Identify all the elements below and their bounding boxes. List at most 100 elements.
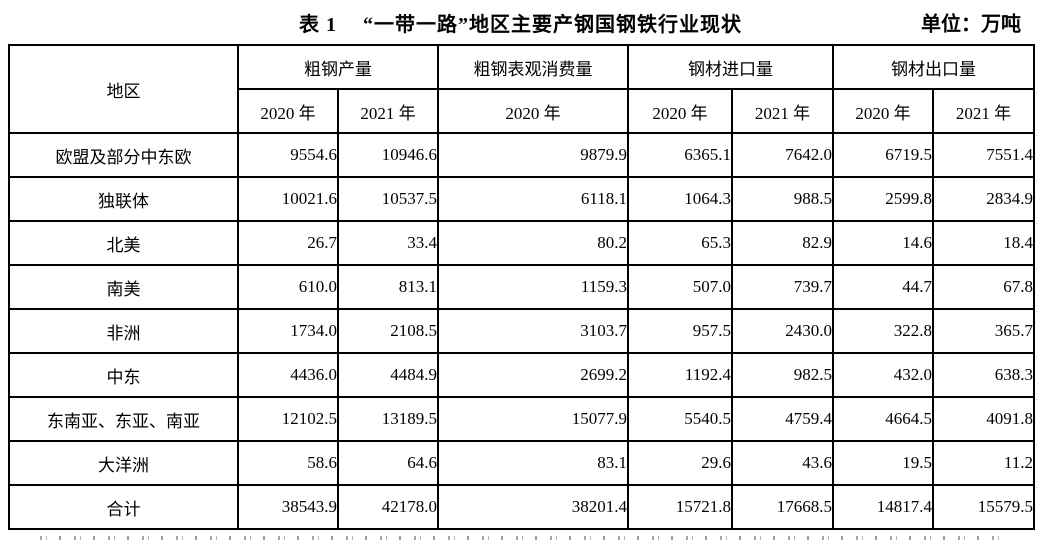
value-cell: 17668.5: [731, 484, 834, 530]
table-title: 表 1 “一带一路”地区主要产钢国钢铁行业现状: [299, 8, 742, 37]
region-cell: 独联体: [8, 176, 239, 222]
col-header-steel-imports: 钢材进口量: [627, 44, 834, 90]
value-cell: 64.6: [337, 440, 439, 486]
value-cell: 4759.4: [731, 396, 834, 442]
col-header-year: 2020 年: [627, 88, 733, 134]
value-cell: 11.2: [932, 440, 1035, 486]
value-cell: 2699.2: [437, 352, 629, 398]
value-cell: 2108.5: [337, 308, 439, 354]
value-cell: 4436.0: [237, 352, 339, 398]
value-cell: 14.6: [832, 220, 934, 266]
unit-label: 单位：万吨: [921, 13, 1021, 36]
value-cell: 1159.3: [437, 264, 629, 310]
table-title-text: “一带一路”地区主要产钢国钢铁行业现状: [363, 13, 742, 36]
table-row: 欧盟及部分中东欧 9554.6 10946.6 9879.9 6365.1 76…: [8, 132, 1035, 178]
value-cell: 42178.0: [337, 484, 439, 530]
col-header-steel-exports: 钢材出口量: [832, 44, 1035, 90]
col-header-year: 2020 年: [832, 88, 934, 134]
value-cell: 10946.6: [337, 132, 439, 178]
value-cell: 9554.6: [237, 132, 339, 178]
value-cell: 38543.9: [237, 484, 339, 530]
table-row: 东南亚、东亚、南亚 12102.5 13189.5 15077.9 5540.5…: [8, 396, 1035, 442]
region-cell: 中东: [8, 352, 239, 398]
value-cell: 82.9: [731, 220, 834, 266]
value-cell: 2834.9: [932, 176, 1035, 222]
value-cell: 4091.8: [932, 396, 1035, 442]
value-cell: 7551.4: [932, 132, 1035, 178]
table-row: 北美 26.7 33.4 80.2 65.3 82.9 14.6 18.4: [8, 220, 1035, 266]
header-row-groups: 地区 粗钢产量 粗钢表观消费量 钢材进口量 钢材出口量: [8, 44, 1035, 134]
value-cell: 58.6: [237, 440, 339, 486]
region-cell-total: 合计: [8, 484, 239, 530]
value-cell: 4664.5: [832, 396, 934, 442]
value-cell: 83.1: [437, 440, 629, 486]
value-cell: 67.8: [932, 264, 1035, 310]
value-cell: 6719.5: [832, 132, 934, 178]
col-header-year: 2021 年: [337, 88, 439, 134]
value-cell: 33.4: [337, 220, 439, 266]
value-cell: 638.3: [932, 352, 1035, 398]
clipped-footnote-text: [39, 536, 1002, 540]
value-cell: 14817.4: [832, 484, 934, 530]
region-cell: 北美: [8, 220, 239, 266]
value-cell: 43.6: [731, 440, 834, 486]
col-header-year: 2021 年: [731, 88, 834, 134]
table-row: 独联体 10021.6 10537.5 6118.1 1064.3 988.5 …: [8, 176, 1035, 222]
value-cell: 322.8: [832, 308, 934, 354]
value-cell: 10021.6: [237, 176, 339, 222]
value-cell: 38201.4: [437, 484, 629, 530]
value-cell: 739.7: [731, 264, 834, 310]
value-cell: 6365.1: [627, 132, 733, 178]
region-cell: 欧盟及部分中东欧: [8, 132, 239, 178]
col-header-year: 2020 年: [437, 88, 629, 134]
value-cell: 813.1: [337, 264, 439, 310]
value-cell: 957.5: [627, 308, 733, 354]
value-cell: 80.2: [437, 220, 629, 266]
value-cell: 988.5: [731, 176, 834, 222]
table-row-total: 合计 38543.9 42178.0 38201.4 15721.8 17668…: [8, 484, 1035, 530]
region-cell: 东南亚、东亚、南亚: [8, 396, 239, 442]
value-cell: 19.5: [832, 440, 934, 486]
value-cell: 10537.5: [337, 176, 439, 222]
table-row: 非洲 1734.0 2108.5 3103.7 957.5 2430.0 322…: [8, 308, 1035, 354]
value-cell: 9879.9: [437, 132, 629, 178]
value-cell: 507.0: [627, 264, 733, 310]
value-cell: 29.6: [627, 440, 733, 486]
value-cell: 13189.5: [337, 396, 439, 442]
value-cell: 5540.5: [627, 396, 733, 442]
header-row-years: 2020 年 2021 年 2020 年 2020 年 2021 年 2020 …: [9, 88, 1035, 134]
value-cell: 15721.8: [627, 484, 733, 530]
value-cell: 65.3: [627, 220, 733, 266]
value-cell: 26.7: [237, 220, 339, 266]
table-row: 南美 610.0 813.1 1159.3 507.0 739.7 44.7 6…: [8, 264, 1035, 310]
value-cell: 432.0: [832, 352, 934, 398]
value-cell: 15579.5: [932, 484, 1035, 530]
region-cell: 南美: [8, 264, 239, 310]
table-row: 大洋洲 58.6 64.6 83.1 29.6 43.6 19.5 11.2: [8, 440, 1035, 486]
region-cell: 大洋洲: [8, 440, 239, 486]
value-cell: 2430.0: [731, 308, 834, 354]
value-cell: 1064.3: [627, 176, 733, 222]
value-cell: 4484.9: [337, 352, 439, 398]
value-cell: 12102.5: [237, 396, 339, 442]
table-number: 表 1: [299, 13, 337, 36]
value-cell: 1734.0: [237, 308, 339, 354]
value-cell: 6118.1: [437, 176, 629, 222]
value-cell: 44.7: [832, 264, 934, 310]
col-header-year: 2021 年: [932, 88, 1035, 134]
value-cell: 365.7: [932, 308, 1035, 354]
title-bar: 表 1 “一带一路”地区主要产钢国钢铁行业现状 单位：万吨: [0, 0, 1041, 44]
value-cell: 610.0: [237, 264, 339, 310]
col-header-region: 地区: [8, 44, 239, 134]
value-cell: 982.5: [731, 352, 834, 398]
steel-industry-table: 地区 粗钢产量 粗钢表观消费量 钢材进口量 钢材出口量 2020 年 2021 …: [8, 44, 1035, 530]
value-cell: 7642.0: [731, 132, 834, 178]
region-cell: 非洲: [8, 308, 239, 354]
table-row: 中东 4436.0 4484.9 2699.2 1192.4 982.5 432…: [8, 352, 1035, 398]
value-cell: 18.4: [932, 220, 1035, 266]
col-header-apparent-consumption: 粗钢表观消费量: [437, 44, 629, 90]
col-header-crude-steel-output: 粗钢产量: [237, 44, 439, 90]
value-cell: 15077.9: [437, 396, 629, 442]
value-cell: 1192.4: [627, 352, 733, 398]
